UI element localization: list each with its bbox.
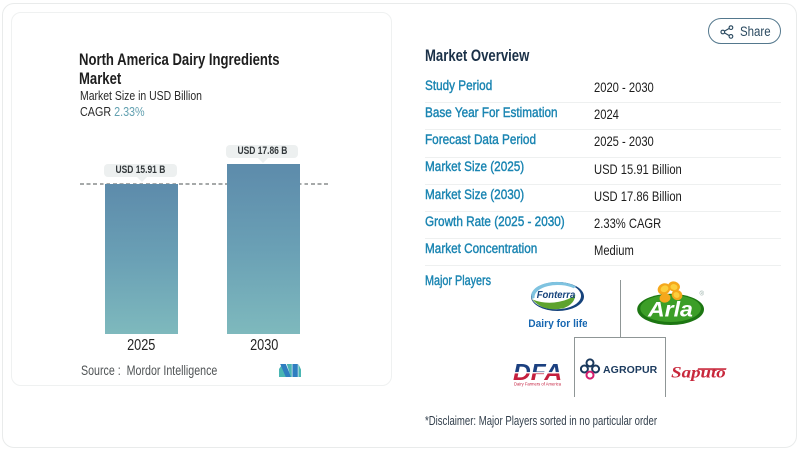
svg-text:Dairy for life: Dairy for life (529, 318, 587, 329)
svg-text:®: ® (700, 291, 705, 298)
svg-text:Saputo: Saputo (671, 363, 726, 381)
svg-text:Fonterra: Fonterra (537, 290, 576, 301)
svg-text:Dairy Farmers of America: Dairy Farmers of America (514, 382, 561, 387)
svg-text:Arla: Arla (647, 297, 693, 321)
svg-text:DFA: DFA (513, 360, 562, 386)
svg-text:AGROPUR: AGROPUR (603, 364, 658, 376)
